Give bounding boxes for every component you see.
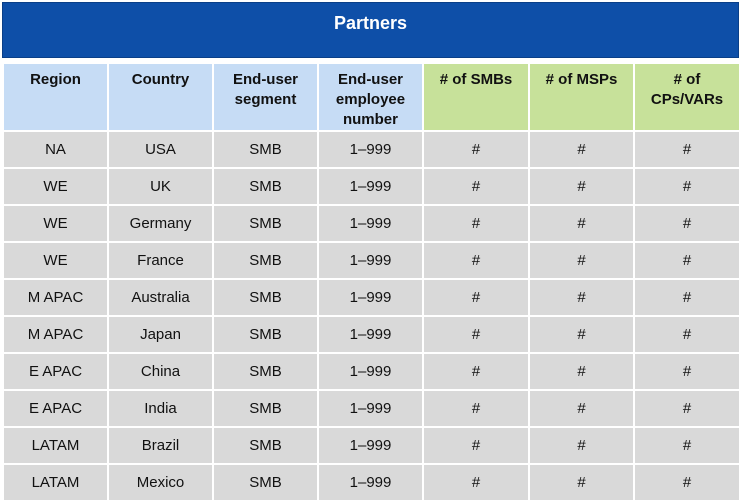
column-header-segment: End-user segment <box>212 62 319 132</box>
smbs-cell: # <box>422 352 530 391</box>
cps-vars-cell: # <box>633 130 741 169</box>
country-cell: Brazil <box>107 426 214 465</box>
region-cell: E APAC <box>2 352 109 391</box>
region-cell: E APAC <box>2 389 109 428</box>
cps-vars-cell: # <box>633 204 741 243</box>
msps-cell: # <box>528 167 635 206</box>
cps-vars-cell: # <box>633 463 741 502</box>
region-cell: WE <box>2 167 109 206</box>
region-cell: LATAM <box>2 463 109 502</box>
column-header-employee-number: End-user employee number <box>317 62 424 132</box>
partners-table: Region Country End-user segment End-user… <box>2 62 741 502</box>
employee-number-cell: 1–999 <box>317 278 424 317</box>
country-cell: USA <box>107 130 214 169</box>
msps-cell: # <box>528 315 635 354</box>
table-row: WE UK SMB 1–999 # # # <box>2 167 741 206</box>
cps-vars-cell: # <box>633 278 741 317</box>
region-cell: WE <box>2 241 109 280</box>
cps-vars-cell: # <box>633 389 741 428</box>
table-row: M APAC Australia SMB 1–999 # # # <box>2 278 741 317</box>
column-header-cps-vars: # of CPs/VARs <box>633 62 741 132</box>
smbs-cell: # <box>422 167 530 206</box>
region-cell: M APAC <box>2 315 109 354</box>
segment-cell: SMB <box>212 352 319 391</box>
column-header-country: Country <box>107 62 214 132</box>
cps-vars-cell: # <box>633 241 741 280</box>
column-header-msps: # of MSPs <box>528 62 635 132</box>
cps-vars-cell: # <box>633 167 741 206</box>
smbs-cell: # <box>422 426 530 465</box>
employee-number-cell: 1–999 <box>317 167 424 206</box>
msps-cell: # <box>528 130 635 169</box>
column-header-smbs: # of SMBs <box>422 62 530 132</box>
smbs-cell: # <box>422 204 530 243</box>
employee-number-cell: 1–999 <box>317 463 424 502</box>
msps-cell: # <box>528 204 635 243</box>
cps-vars-cell: # <box>633 352 741 391</box>
segment-cell: SMB <box>212 167 319 206</box>
segment-cell: SMB <box>212 389 319 428</box>
table-row: M APAC Japan SMB 1–999 # # # <box>2 315 741 354</box>
employee-number-cell: 1–999 <box>317 426 424 465</box>
region-cell: LATAM <box>2 426 109 465</box>
table-row: WE Germany SMB 1–999 # # # <box>2 204 741 243</box>
segment-cell: SMB <box>212 426 319 465</box>
country-cell: China <box>107 352 214 391</box>
cps-vars-cell: # <box>633 315 741 354</box>
employee-number-cell: 1–999 <box>317 241 424 280</box>
table-title-banner: Partners <box>2 2 739 58</box>
table-row: LATAM Brazil SMB 1–999 # # # <box>2 426 741 465</box>
employee-number-cell: 1–999 <box>317 352 424 391</box>
cps-vars-cell: # <box>633 426 741 465</box>
smbs-cell: # <box>422 130 530 169</box>
country-cell: France <box>107 241 214 280</box>
country-cell: Germany <box>107 204 214 243</box>
table-row: E APAC China SMB 1–999 # # # <box>2 352 741 391</box>
smbs-cell: # <box>422 241 530 280</box>
region-cell: WE <box>2 204 109 243</box>
msps-cell: # <box>528 463 635 502</box>
segment-cell: SMB <box>212 463 319 502</box>
country-cell: UK <box>107 167 214 206</box>
column-header-region: Region <box>2 62 109 132</box>
table-row: LATAM Mexico SMB 1–999 # # # <box>2 463 741 502</box>
table-row: WE France SMB 1–999 # # # <box>2 241 741 280</box>
msps-cell: # <box>528 352 635 391</box>
smbs-cell: # <box>422 463 530 502</box>
table-row: NA USA SMB 1–999 # # # <box>2 130 741 169</box>
smbs-cell: # <box>422 315 530 354</box>
msps-cell: # <box>528 389 635 428</box>
msps-cell: # <box>528 426 635 465</box>
country-cell: Australia <box>107 278 214 317</box>
table-body: NA USA SMB 1–999 # # # WE UK SMB 1–999 # # # WE Germany… <box>2 130 741 502</box>
employee-number-cell: 1–999 <box>317 130 424 169</box>
segment-cell: SMB <box>212 204 319 243</box>
segment-cell: SMB <box>212 315 319 354</box>
smbs-cell: # <box>422 278 530 317</box>
employee-number-cell: 1–999 <box>317 315 424 354</box>
table-row: E APAC India SMB 1–999 # # # <box>2 389 741 428</box>
msps-cell: # <box>528 278 635 317</box>
region-cell: NA <box>2 130 109 169</box>
header-row: Region Country End-user segment End-user… <box>2 62 741 132</box>
segment-cell: SMB <box>212 278 319 317</box>
smbs-cell: # <box>422 389 530 428</box>
employee-number-cell: 1–999 <box>317 204 424 243</box>
msps-cell: # <box>528 241 635 280</box>
country-cell: India <box>107 389 214 428</box>
region-cell: M APAC <box>2 278 109 317</box>
segment-cell: SMB <box>212 241 319 280</box>
country-cell: Mexico <box>107 463 214 502</box>
segment-cell: SMB <box>212 130 319 169</box>
employee-number-cell: 1–999 <box>317 389 424 428</box>
country-cell: Japan <box>107 315 214 354</box>
